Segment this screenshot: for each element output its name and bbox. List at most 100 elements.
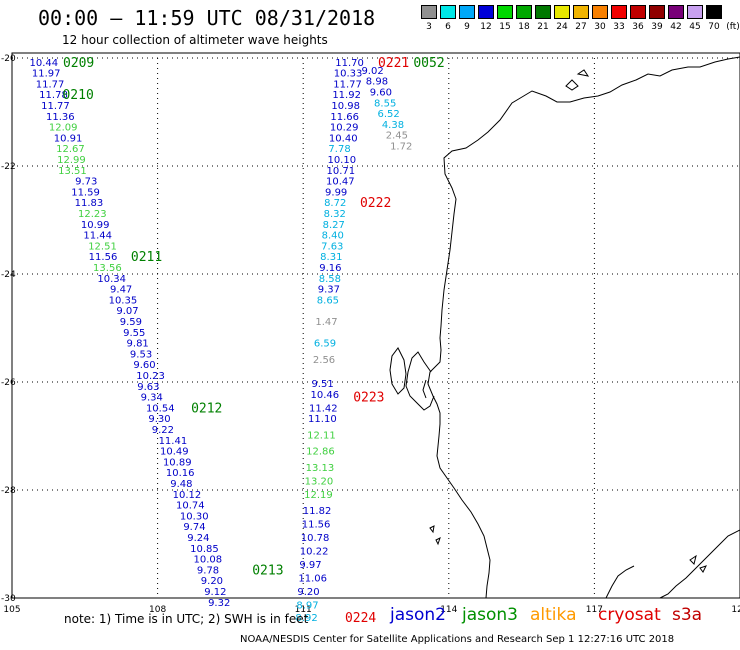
lat-tick-label: -28 <box>1 486 16 496</box>
scale-swatch <box>687 5 703 19</box>
scale-swatch <box>478 5 494 19</box>
wave-height-value: 10.30 <box>180 511 209 522</box>
time-label: 0211 <box>131 250 162 265</box>
wave-height-value: 11.56 <box>302 519 331 530</box>
track-west_track: 10.4411.9711.7711.7811.7711.3612.0910.91… <box>29 56 283 609</box>
peron-peninsula <box>422 379 427 399</box>
wave-height-value: 10.29 <box>330 123 359 134</box>
wave-height-value: 9.02 <box>361 66 383 77</box>
time-label: 0224 <box>345 611 376 626</box>
dirk-hartog-island <box>389 347 407 395</box>
wave-height-value: 11.97 <box>32 69 61 80</box>
map-subtitle: 12 hour collection of altimeter wave hei… <box>62 33 328 47</box>
lat-tick-label: -26 <box>1 378 16 388</box>
wave-height-value: 9.16 <box>319 263 341 274</box>
lon-tick-label: 120 <box>731 605 740 615</box>
wave-height-value: 11.77 <box>333 79 362 90</box>
wave-height-value: 10.78 <box>301 533 330 544</box>
scale-swatch <box>421 5 437 19</box>
wave-height-value: 9.53 <box>130 349 152 360</box>
lat-tick-label: -20 <box>1 54 16 64</box>
wave-height-value: 12.19 <box>304 490 333 501</box>
wave-height-value: 9.81 <box>127 339 149 350</box>
wave-height-value: 11.41 <box>159 436 188 447</box>
wave-height-value: 11.83 <box>75 198 104 209</box>
scale-swatch <box>497 5 513 19</box>
wave-height-value: 10.46 <box>310 390 339 401</box>
wave-height-value: 10.85 <box>190 544 219 555</box>
wave-height-value: 9.74 <box>183 522 205 533</box>
islands-south <box>429 525 441 546</box>
wave-height-value: 8.32 <box>324 209 346 220</box>
track-northeast_track: 9.028.989.608.556.524.382.451.72 0052 <box>361 56 444 153</box>
scale-label: 21 <box>537 22 549 32</box>
wave-height-value: 12.86 <box>306 447 335 458</box>
wave-height-value: 6.52 <box>377 109 399 120</box>
scale-swatch <box>649 5 665 19</box>
wave-height-value: 11.77 <box>36 79 65 90</box>
wave-height-value: 9.07 <box>116 306 138 317</box>
scale-label: 30 <box>594 22 606 32</box>
map-grid: 105 108 111 114 117 120 -20 -22 -24 -26 -28 -30 <box>1 54 740 615</box>
lat-tick-label: -22 <box>1 162 16 172</box>
wave-height-value: 8.92 <box>295 613 317 624</box>
wave-height-value: 9.99 <box>325 187 347 198</box>
time-label: 0213 <box>252 563 283 578</box>
wave-height-value: 9.48 <box>170 479 192 490</box>
wave-height-value: 10.71 <box>326 166 355 177</box>
wave-height-value: 10.10 <box>327 155 356 166</box>
wave-height-value: 2.56 <box>313 355 335 366</box>
wave-height-value: 10.98 <box>331 101 360 112</box>
wave-height-value: 13.56 <box>93 263 122 274</box>
note-text: note: 1) Time is in UTC; 2) SWH is in fe… <box>64 612 309 626</box>
wave-height-value: 10.22 <box>300 546 329 557</box>
wave-height-value: 9.37 <box>318 285 340 296</box>
wave-height-value: 11.77 <box>41 101 70 112</box>
coastline <box>389 56 740 599</box>
islands-east <box>689 554 707 573</box>
lon-tick-label: 105 <box>3 605 20 615</box>
wave-height-value: 2.45 <box>386 131 408 142</box>
wave-height-value: 8.31 <box>320 252 342 263</box>
altimeter-tracks: 10.4411.9711.7711.7811.7711.3612.0910.91… <box>29 56 444 626</box>
credit-line: NOAA/NESDIS Center for Satellite Applica… <box>240 634 675 645</box>
wave-height-value: 9.20 <box>201 576 223 587</box>
wave-height-value: 10.08 <box>194 555 223 566</box>
scale-swatch <box>706 5 722 19</box>
scale-label: 9 <box>464 22 470 32</box>
wave-height-value: 9.73 <box>75 177 97 188</box>
scale-swatch <box>668 5 684 19</box>
satellite-jason3: jason3 <box>462 605 518 625</box>
wave-height-value: 9.51 <box>311 379 333 390</box>
wave-height-value: 11.92 <box>332 90 361 101</box>
satellite-altika: altika <box>530 605 577 625</box>
wave-height-value: 9.12 <box>204 587 226 598</box>
satellite-s3a: s3a <box>672 605 703 625</box>
wave-height-value: 10.91 <box>54 133 83 144</box>
wave-height-value: 10.33 <box>334 69 363 80</box>
east-inner-coast <box>605 565 635 599</box>
lon-tick-label: 114 <box>440 605 457 615</box>
track-middle_track: 11.7010.3311.7711.9210.9811.6610.2910.40… <box>295 56 409 626</box>
wave-height-value: 6.59 <box>314 339 336 350</box>
wave-height-value: 11.82 <box>303 506 332 517</box>
scale-swatch <box>440 5 456 19</box>
wave-height-value: 10.23 <box>136 371 165 382</box>
wave-height-value: 10.40 <box>329 133 358 144</box>
wave-height-value: 11.66 <box>330 112 359 123</box>
wave-height-value: 8.58 <box>319 274 341 285</box>
lon-tick-label: 117 <box>586 605 603 615</box>
wave-height-value: 11.06 <box>298 573 327 584</box>
scale-swatch <box>459 5 475 19</box>
lat-tick-label: -24 <box>1 270 16 280</box>
scale-label: 6 <box>445 22 451 32</box>
wave-height-value: 10.35 <box>109 295 138 306</box>
wave-height-value: 9.60 <box>370 87 392 98</box>
wave-height-value: 11.42 <box>309 403 338 414</box>
satellite-cryosat: cryosat <box>598 605 661 625</box>
wave-height-value: 11.36 <box>46 112 75 123</box>
scale-label: 24 <box>556 22 568 32</box>
scale-label: 15 <box>499 22 511 32</box>
wave-height-value: 10.54 <box>146 403 175 414</box>
scale-swatch <box>592 5 608 19</box>
